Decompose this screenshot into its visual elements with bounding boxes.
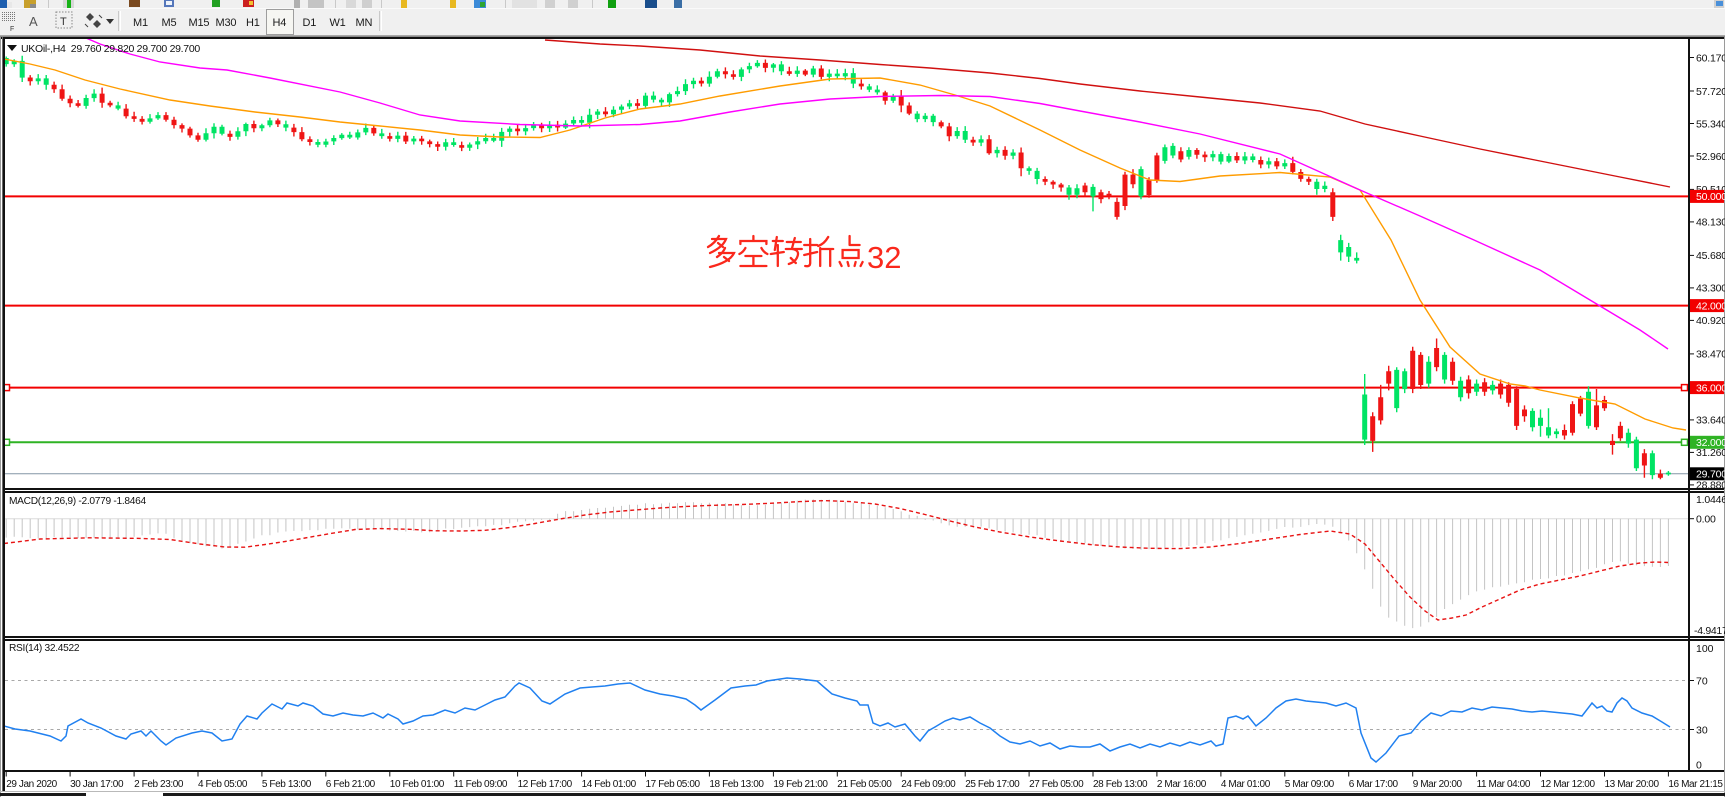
- svg-text:2 Mar 16:00: 2 Mar 16:00: [1157, 779, 1207, 790]
- svg-text:19 Feb 21:00: 19 Feb 21:00: [773, 779, 828, 790]
- svg-text:70: 70: [1696, 675, 1708, 687]
- svg-text:60.170: 60.170: [1696, 52, 1725, 64]
- svg-text:32: 32: [867, 240, 901, 275]
- svg-text:29.700: 29.700: [1696, 469, 1725, 481]
- svg-text:14 Feb 01:00: 14 Feb 01:00: [582, 779, 637, 790]
- svg-text:45.680: 45.680: [1696, 250, 1725, 262]
- svg-text:21 Feb 05:00: 21 Feb 05:00: [837, 779, 892, 790]
- svg-text:55.340: 55.340: [1696, 118, 1725, 130]
- svg-text:4 Feb 05:00: 4 Feb 05:00: [198, 779, 248, 790]
- svg-text:D1: D1: [303, 17, 317, 29]
- svg-text:17 Feb 05:00: 17 Feb 05:00: [646, 779, 701, 790]
- svg-text:48.130: 48.130: [1696, 217, 1725, 229]
- svg-text:32.000: 32.000: [1696, 437, 1725, 449]
- svg-text:30: 30: [1696, 724, 1708, 736]
- svg-text:12 Mar 12:00: 12 Mar 12:00: [1541, 779, 1596, 790]
- svg-text:UKOil-,H4 29.760 29.820 29.70: UKOil-,H4 29.760 29.820 29.700 29.700: [21, 43, 200, 55]
- svg-text:M1: M1: [133, 17, 148, 29]
- svg-text:T: T: [60, 16, 67, 28]
- svg-text:4 Mar 01:00: 4 Mar 01:00: [1221, 779, 1271, 790]
- svg-text:RSI(14) 32.4522: RSI(14) 32.4522: [9, 643, 80, 654]
- svg-text:-4.9417: -4.9417: [1694, 625, 1725, 637]
- svg-text:30 Jan 17:00: 30 Jan 17:00: [70, 779, 124, 790]
- svg-text:52.960: 52.960: [1696, 151, 1725, 163]
- svg-text:16 Mar 21:15: 16 Mar 21:15: [1668, 779, 1723, 790]
- svg-text:5 Mar 09:00: 5 Mar 09:00: [1285, 779, 1335, 790]
- svg-text:M5: M5: [162, 17, 177, 29]
- svg-text:42.000: 42.000: [1696, 300, 1725, 312]
- svg-text:12 Feb 17:00: 12 Feb 17:00: [518, 779, 573, 790]
- svg-text:24 Feb 09:00: 24 Feb 09:00: [901, 779, 956, 790]
- svg-text:H1: H1: [246, 17, 260, 29]
- svg-text:10 Feb 01:00: 10 Feb 01:00: [390, 779, 445, 790]
- svg-text:31.260: 31.260: [1696, 447, 1725, 459]
- svg-text:13 Mar 20:00: 13 Mar 20:00: [1605, 779, 1660, 790]
- svg-text:40.920: 40.920: [1696, 315, 1725, 327]
- svg-text:29 Jan 2020: 29 Jan 2020: [6, 779, 57, 790]
- svg-text:27 Feb 05:00: 27 Feb 05:00: [1029, 779, 1084, 790]
- svg-text:0: 0: [1696, 760, 1702, 772]
- svg-text:38.470: 38.470: [1696, 349, 1725, 361]
- svg-text:H4: H4: [273, 17, 287, 29]
- svg-text:A: A: [29, 14, 38, 29]
- svg-text:11 Mar 04:00: 11 Mar 04:00: [1477, 779, 1531, 790]
- svg-text:MN: MN: [356, 17, 373, 29]
- svg-text:25 Feb 17:00: 25 Feb 17:00: [965, 779, 1020, 790]
- svg-text:28.880: 28.880: [1696, 480, 1725, 492]
- svg-text:33.640: 33.640: [1696, 415, 1725, 427]
- svg-text:M30: M30: [216, 17, 237, 29]
- svg-text:6 Feb 21:00: 6 Feb 21:00: [326, 779, 376, 790]
- svg-text:2 Feb 23:00: 2 Feb 23:00: [134, 779, 184, 790]
- svg-text:9 Mar 20:00: 9 Mar 20:00: [1413, 779, 1463, 790]
- svg-text:W1: W1: [330, 17, 346, 29]
- svg-text:36.000: 36.000: [1696, 382, 1725, 394]
- svg-text:100: 100: [1696, 643, 1714, 655]
- svg-text:43.300: 43.300: [1696, 283, 1725, 295]
- svg-text:6 Mar 17:00: 6 Mar 17:00: [1349, 779, 1399, 790]
- svg-text:F: F: [10, 26, 14, 33]
- svg-text:11 Feb 09:00: 11 Feb 09:00: [454, 779, 508, 790]
- svg-text:5 Feb 13:00: 5 Feb 13:00: [262, 779, 312, 790]
- svg-text:M15: M15: [189, 17, 210, 29]
- svg-text:28 Feb 13:00: 28 Feb 13:00: [1093, 779, 1148, 790]
- svg-text:50.000: 50.000: [1696, 191, 1725, 203]
- svg-text:0.00: 0.00: [1696, 514, 1716, 526]
- svg-text:MACD(12,26,9) -2.0779 -1.8464: MACD(12,26,9) -2.0779 -1.8464: [9, 496, 146, 507]
- svg-text:1.0446: 1.0446: [1696, 494, 1725, 506]
- svg-text:18 Feb 13:00: 18 Feb 13:00: [709, 779, 764, 790]
- svg-text:57.720: 57.720: [1696, 86, 1725, 98]
